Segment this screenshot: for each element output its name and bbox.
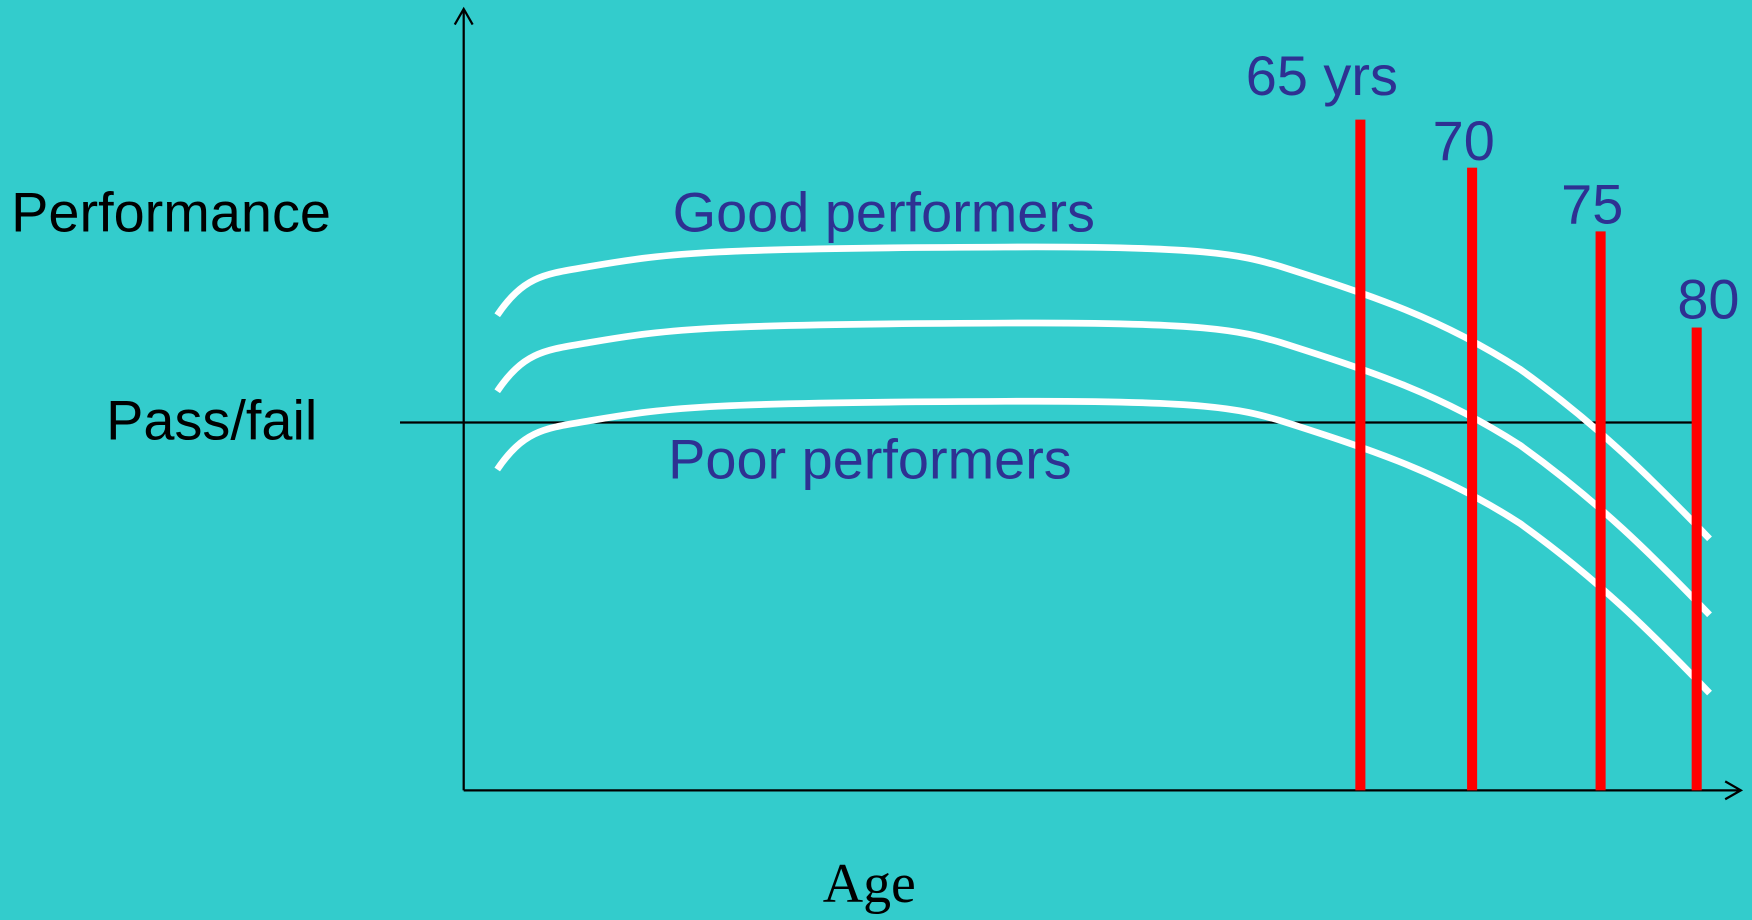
group-label: Good performers <box>673 180 1095 243</box>
group-label: Poor performers <box>668 427 1072 490</box>
age-marker-label: 75 <box>1561 173 1623 236</box>
y-axis-label: Performance <box>11 180 331 243</box>
performance-curve <box>494 243 1712 542</box>
age-line <box>1691 327 1702 791</box>
age-marker-label: 65 yrs <box>1246 44 1398 107</box>
x-axis-arrow <box>1724 780 1744 801</box>
x-axis-label: Age <box>823 853 916 915</box>
y-axis-arrow <box>453 6 474 26</box>
age-marker-label: 70 <box>1433 109 1495 172</box>
age-line <box>1467 167 1478 791</box>
age-line <box>1595 231 1606 791</box>
threshold-label: Pass/fail <box>106 388 317 451</box>
performance-curve <box>494 397 1712 696</box>
performance-curve <box>494 319 1712 618</box>
age-marker-label: 80 <box>1677 268 1739 331</box>
age-line <box>1355 119 1366 791</box>
